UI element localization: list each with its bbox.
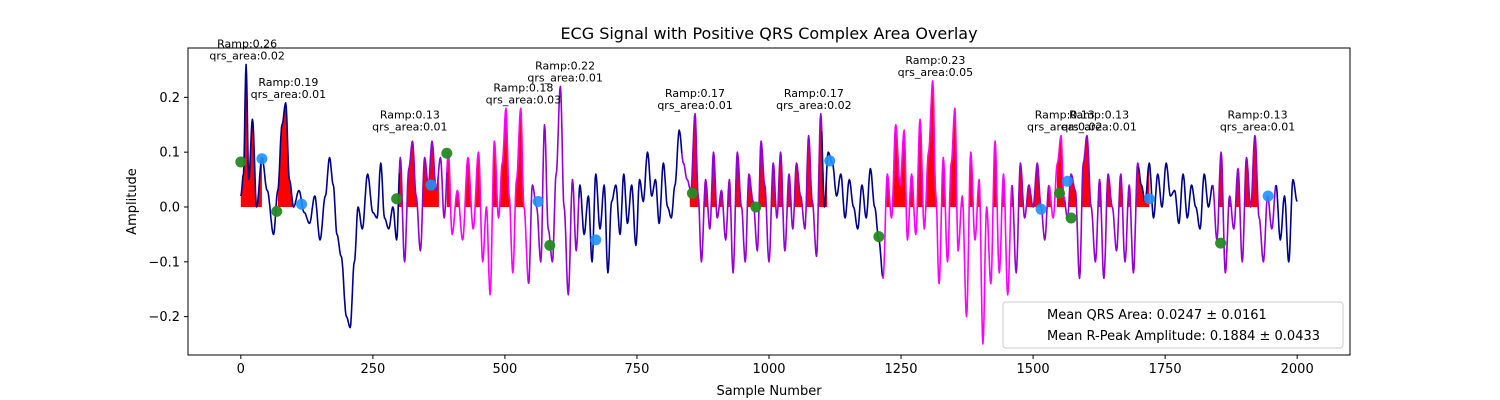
ecg-series-line: [821, 131, 884, 277]
qrs-area-annotation: qrs_area:0.03: [486, 93, 561, 106]
s-point-marker: [1054, 187, 1065, 199]
ramp-annotation: Ramp:0.13: [380, 109, 440, 122]
q-point-marker: [425, 179, 437, 191]
ramp-annotation: Ramp:0.19: [258, 76, 318, 89]
ramp-annotation: Ramp:0.18: [493, 81, 553, 94]
x-tick-label: 1250: [884, 362, 917, 377]
qrs-area-annotation: qrs_area:0.02: [209, 49, 284, 62]
ramp-annotation: Ramp:0.23: [905, 54, 965, 67]
q-point-marker: [532, 196, 544, 207]
ecg-series-line: [527, 85, 580, 296]
y-tick-label: 0.2: [159, 91, 180, 106]
qrs-area-annotation: qrs_area:0.01: [527, 71, 602, 84]
q-point-marker: [1061, 175, 1073, 187]
ramp-annotation: Ramp:0.26: [217, 37, 277, 50]
ecg-series-line: [1048, 134, 1066, 219]
y-tick-label: −0.1: [148, 255, 180, 270]
qrs-area-fill: [877, 80, 1052, 207]
qrs-markers: [235, 147, 1274, 251]
s-point-marker: [235, 156, 247, 168]
qrs-area-annotation: qrs_area:0.02: [776, 99, 851, 112]
ecg-series-line: [1064, 134, 1140, 280]
y-tick-label: −0.2: [148, 310, 180, 325]
q-point-marker: [1262, 190, 1274, 202]
axis-ticks: 0 250 500 750 1000 1250 1500 1750 2000 −0.2 −0.1 0.…: [148, 91, 1313, 377]
x-tick-label: 1500: [1017, 362, 1050, 377]
x-tick-label: 1000: [752, 362, 785, 377]
ecg-series-line: [240, 63, 401, 329]
s-point-marker: [391, 193, 403, 205]
qrs-area-fill: [394, 141, 439, 207]
ecg-series-line: [1275, 178, 1298, 263]
s-point-marker: [750, 201, 762, 213]
q-point-marker: [590, 234, 602, 246]
q-point-marker: [256, 153, 268, 165]
s-point-marker: [544, 239, 556, 251]
s-point-marker: [1065, 212, 1077, 224]
x-tick-label: 250: [360, 362, 385, 377]
y-axis-label: Amplitude: [125, 168, 140, 235]
qrs-area-annotation: qrs_area:0.01: [657, 99, 732, 112]
y-tick-label: 0.1: [159, 146, 180, 161]
x-tick-label: 1750: [1149, 362, 1182, 377]
s-point-marker: [1215, 237, 1227, 249]
legend-entry-r-peak: Mean R-Peak Amplitude: 0.1884 ± 0.0433: [1047, 329, 1320, 344]
ramp-annotation: Ramp:0.13: [1228, 109, 1288, 122]
s-point-marker: [441, 147, 453, 159]
y-tick-label: 0.0: [159, 200, 180, 215]
legend-entry-qrs-area: Mean QRS Area: 0.0247 ± 0.0161: [1047, 308, 1267, 323]
s-point-marker: [271, 205, 283, 217]
ramp-annotation: Ramp:0.17: [784, 87, 844, 100]
ecg-series-line: [1137, 162, 1214, 230]
qrs-area-fills: [240, 64, 1266, 208]
s-point-marker: [686, 187, 698, 199]
qrs-area-annotation: qrs_area:0.02: [1027, 121, 1102, 134]
ecg-series-line: [578, 129, 683, 274]
ecg-series-line: [681, 113, 823, 274]
legend-box: [1002, 301, 1344, 349]
s-point-marker: [873, 231, 885, 243]
ramp-annotation: Ramp:0.13: [1035, 109, 1095, 122]
ecg-series-line: [446, 107, 530, 296]
ecg-series-line: [398, 140, 448, 263]
ecg-series-line: [1211, 134, 1277, 274]
qrs-annotations: Ramp:0.26qrs_area:0.02Ramp:0.19qrs_area:…: [209, 37, 1295, 133]
ramp-annotation: Ramp:0.13: [1069, 109, 1129, 122]
x-tick-label: 2000: [1281, 362, 1314, 377]
chart-title: ECG Signal with Positive QRS Complex Are…: [560, 24, 977, 43]
legend: Mean QRS Area: 0.0247 ± 0.0161 Mean R-Pe…: [1002, 301, 1344, 349]
qrs-area-annotation: qrs_area:0.01: [1061, 121, 1136, 134]
ramp-annotation: Ramp:0.22: [535, 59, 595, 72]
q-point-marker: [296, 198, 308, 210]
x-tick-label: 750: [625, 362, 650, 377]
q-point-marker: [1143, 193, 1155, 205]
qrs-area-fill: [1056, 135, 1150, 207]
qrs-area-annotation: qrs_area:0.01: [251, 88, 326, 101]
qrs-area-annotation: qrs_area:0.01: [372, 121, 447, 134]
x-tick-label: 500: [492, 362, 517, 377]
qrs-area-annotation: qrs_area:0.01: [1220, 121, 1295, 134]
ecg-series-line: [881, 80, 1013, 345]
q-point-marker: [824, 155, 836, 167]
q-point-marker: [1035, 203, 1047, 215]
ecg-series-line: [1011, 162, 1050, 274]
x-tick-label: 0: [237, 362, 245, 377]
qrs-area-annotation: qrs_area:0.05: [898, 66, 973, 79]
ramp-annotation: Ramp:0.17: [665, 87, 725, 100]
x-axis-label: Sample Number: [716, 384, 822, 399]
